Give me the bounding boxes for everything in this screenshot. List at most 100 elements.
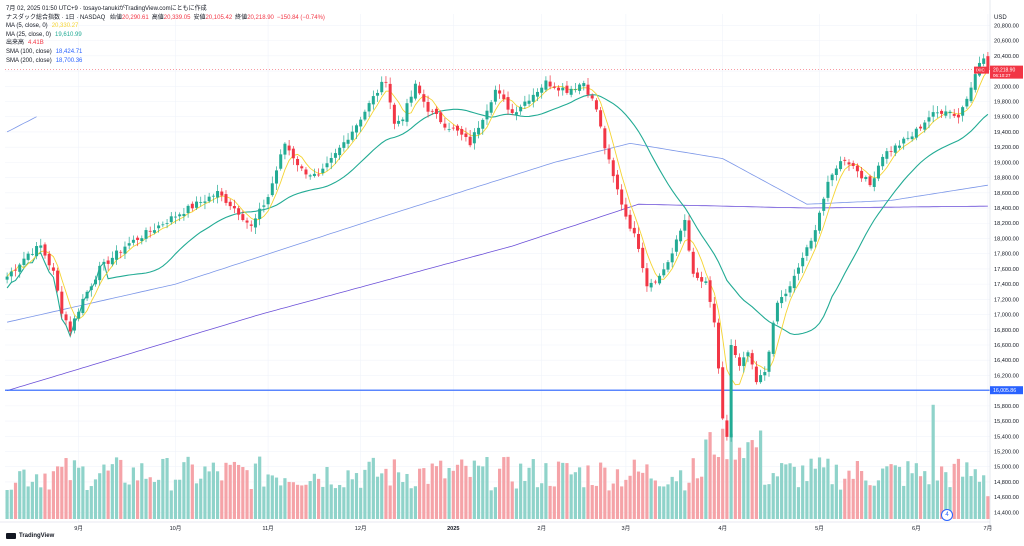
candle-body <box>489 102 493 113</box>
candle <box>291 146 295 165</box>
volume-bar <box>615 469 620 519</box>
volume-bar <box>691 458 695 519</box>
volume-bar <box>215 471 220 519</box>
volume-bar <box>809 458 813 519</box>
volume-bar <box>186 456 190 519</box>
volume-bar <box>182 462 186 519</box>
volume-bar <box>535 487 540 519</box>
legend-indicator-3[interactable]: SMA (100, close) 18,424.71 <box>6 48 325 57</box>
candle-body <box>931 112 935 117</box>
price-tick-label: 18,400.00 <box>994 206 1019 212</box>
volume-bar <box>68 480 72 519</box>
candle-body <box>18 264 22 272</box>
volume-bar <box>140 463 144 519</box>
candle-body <box>632 227 636 234</box>
legend-indicator-4[interactable]: SMA (200, close) 18,700.36 <box>6 57 325 66</box>
volume-bar <box>249 489 253 519</box>
event-marker-icon[interactable]: 4 <box>941 509 953 521</box>
volume-bar <box>687 482 691 519</box>
tradingview-logo[interactable]: TradingView <box>6 533 54 539</box>
candle-body <box>287 145 291 151</box>
candle-body <box>897 145 901 148</box>
volume-bar <box>207 471 211 519</box>
candle <box>249 220 253 232</box>
candle <box>607 144 611 164</box>
candle-body <box>687 220 691 251</box>
candle <box>447 122 451 133</box>
legend-indicator-0[interactable]: MA (5, close, 0) 20,330.27 <box>6 22 325 31</box>
volume-bar <box>973 469 977 519</box>
candle <box>666 260 670 273</box>
candle <box>18 262 22 278</box>
candle-body <box>342 142 346 148</box>
candle-body <box>510 109 514 113</box>
candle <box>173 211 177 224</box>
volume-bar <box>329 484 333 519</box>
candle-body <box>775 302 779 322</box>
time-tick-label: 7月 <box>984 525 993 532</box>
candle <box>742 351 746 373</box>
legend-ohlc-3: 終値20,218.90 <box>235 15 274 21</box>
candle <box>35 241 39 260</box>
candle-body <box>704 281 708 283</box>
candle <box>624 197 628 220</box>
candle-body <box>569 88 573 95</box>
candle <box>767 349 771 377</box>
volume-bar <box>780 463 784 519</box>
volume-bar <box>531 459 535 519</box>
candle-body <box>481 119 485 129</box>
candle-body <box>367 103 371 112</box>
legend-ohlc-value: −150.84 (−0.74%) <box>276 14 325 21</box>
candle-body <box>653 281 657 283</box>
legend-indicator-1[interactable]: MA (25, close, 0) 19,610.99 <box>6 31 325 40</box>
candle-body <box>826 181 830 198</box>
candle <box>165 219 169 229</box>
volume-bar <box>881 468 885 519</box>
candle <box>102 258 106 271</box>
volume-bar <box>380 473 384 519</box>
volume-bar <box>805 481 809 519</box>
candle <box>813 224 817 248</box>
price-tick-label: 20,600.00 <box>994 39 1019 45</box>
candle <box>304 167 308 179</box>
price-tick-label: 20,000.00 <box>994 84 1019 90</box>
volume-bar <box>405 473 409 519</box>
volume-bar <box>34 474 39 519</box>
candle <box>923 120 927 133</box>
volume-bar <box>401 482 405 519</box>
candle-body <box>30 254 34 255</box>
candle-body <box>506 97 510 110</box>
candle <box>376 89 380 102</box>
candle-body <box>422 94 426 102</box>
legend-indicator-value: 20,330.27 <box>51 23 79 30</box>
candle <box>573 82 577 93</box>
volume-bar <box>872 485 876 519</box>
last-price-value: 20,218.90 <box>993 68 1015 74</box>
candle-body <box>725 420 729 437</box>
candle-body <box>258 208 262 219</box>
candle <box>519 104 523 115</box>
candle <box>325 156 329 171</box>
volume-bar <box>321 486 325 519</box>
volume-bar <box>338 484 342 519</box>
legend-symbol[interactable]: ナスダック総合指数 · 1日 · NASDAQ <box>6 14 106 21</box>
candle-body <box>14 269 18 271</box>
currency-label[interactable]: USD <box>994 15 1007 21</box>
volume-bar <box>893 465 897 519</box>
candle-body <box>460 128 464 135</box>
legend-indicator-2[interactable]: 出来高 4.41B <box>6 39 325 48</box>
price-tick-label: 18,800.00 <box>994 176 1019 182</box>
candle-body <box>666 262 670 270</box>
candle-body <box>136 237 140 240</box>
candle <box>30 248 34 256</box>
candle <box>89 283 93 297</box>
candle-body <box>409 96 413 103</box>
candle-body <box>56 270 60 291</box>
time-tick-label: 2025 <box>447 526 459 532</box>
candle <box>548 75 552 90</box>
volume-bar <box>135 480 140 519</box>
tradingview-logo-icon <box>6 533 16 539</box>
volume-bar <box>594 485 599 519</box>
candle <box>489 99 493 116</box>
